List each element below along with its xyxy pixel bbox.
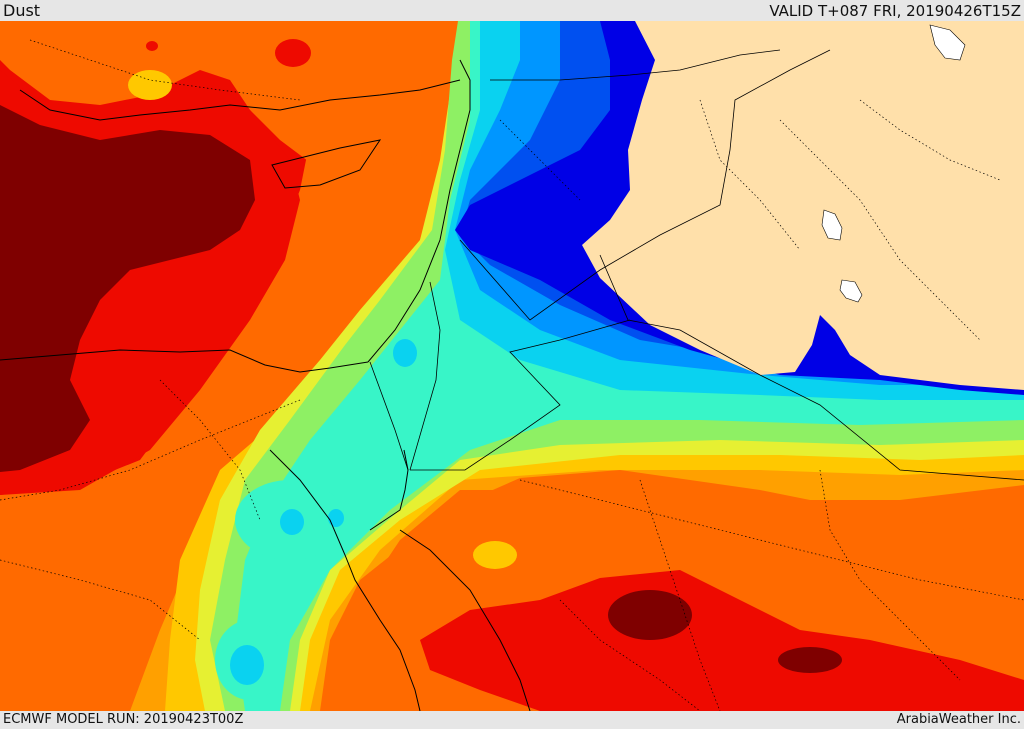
dust-blob-cyan-4 xyxy=(230,645,264,685)
dust-blob-red-nw-2 xyxy=(146,41,158,51)
country-borders xyxy=(369,49,1024,481)
header-bar: Dust VALID T+087 FRI, 20190426T15Z xyxy=(0,0,1024,21)
lake-tharthar xyxy=(821,209,843,241)
footer-bar: ECMWF MODEL RUN: 20190423T00Z ArabiaWeat… xyxy=(0,711,1024,729)
no-data-land xyxy=(582,21,1024,390)
dust-blob-yellow-nw xyxy=(128,70,172,100)
province-borders xyxy=(0,39,1024,711)
model-run-label: ECMWF MODEL RUN: 20190423T00Z xyxy=(3,712,244,727)
dust-blob-darkred-se-1 xyxy=(608,590,692,640)
map-title: Dust xyxy=(3,1,41,20)
dust-blob-darkred-se-2 xyxy=(778,647,842,673)
lake-ne xyxy=(929,24,966,61)
valid-time-label: VALID T+087 FRI, 20190426T15Z xyxy=(769,2,1021,20)
dust-blob-red-nw xyxy=(275,39,311,67)
dust-blob-cyan-3 xyxy=(328,509,344,527)
dust-band-darkred-west xyxy=(0,105,255,472)
dust-blob-cyan-1 xyxy=(393,339,417,367)
dust-blob-yellow-se xyxy=(473,541,517,569)
credit-label: ArabiaWeather Inc. xyxy=(896,712,1021,727)
dust-band-red-se xyxy=(420,570,1024,711)
lake-habbaniyah xyxy=(839,279,863,303)
dust-band-orange-west xyxy=(0,21,440,170)
dust-blob-cyan-2 xyxy=(280,509,304,535)
dust-forecast-map xyxy=(0,21,1024,711)
